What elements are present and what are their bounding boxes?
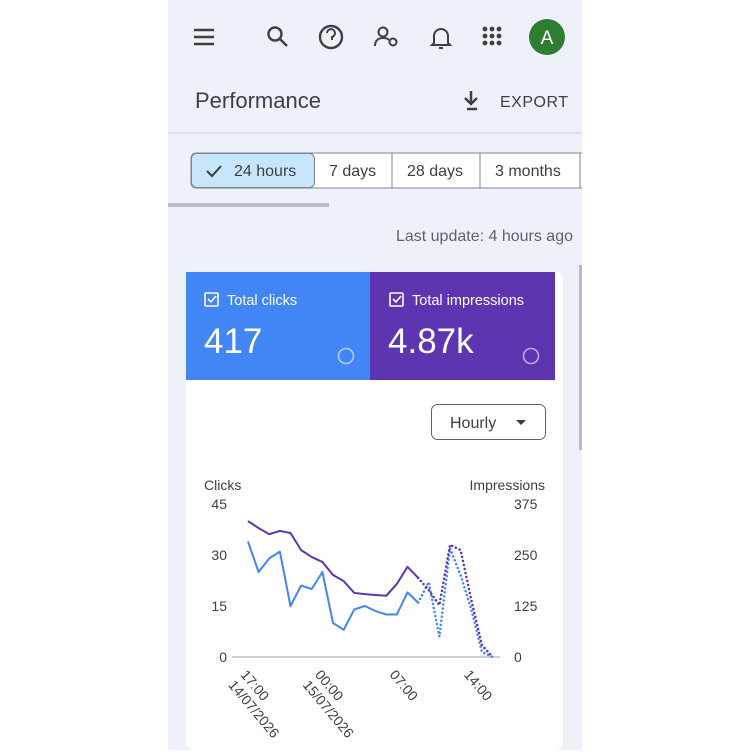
check-icon — [206, 165, 222, 178]
y2-tick-label: 250 — [514, 547, 538, 563]
dropdown-arrow — [516, 420, 526, 425]
menu-icon[interactable] — [194, 28, 214, 46]
card — [186, 272, 563, 750]
toolbar — [194, 24, 453, 50]
tab-selected-bg — [191, 153, 315, 188]
metric-value: 4.87k — [388, 322, 474, 361]
users-icon[interactable] — [374, 26, 398, 47]
tab[interactable]: 28 days — [407, 163, 463, 180]
scrollbar — [579, 265, 582, 450]
tab[interactable]: 24 hours — [234, 163, 296, 180]
help-icon[interactable] — [318, 24, 344, 50]
bell-icon[interactable] — [429, 28, 453, 49]
y2-tick-label: 0 — [514, 649, 522, 665]
y2-tick-label: 375 — [514, 496, 538, 512]
metric-tile[interactable] — [186, 272, 370, 380]
export-button[interactable]: EXPORT — [500, 94, 569, 111]
series-line — [416, 543, 494, 659]
avatar-letter: A — [541, 28, 554, 49]
y-tick-label: 45 — [211, 496, 227, 512]
series-line — [247, 541, 419, 631]
metric-value: 417 — [204, 322, 262, 361]
tab[interactable]: 7 days — [329, 163, 376, 180]
y-tick-label: 30 — [211, 547, 227, 563]
tab[interactable]: 3 months — [495, 163, 561, 180]
scrollbar — [168, 203, 329, 207]
metric-tile[interactable] — [370, 272, 555, 380]
checkbox-icons — [204, 292, 540, 365]
search-icon[interactable] — [267, 26, 288, 47]
dropdown[interactable] — [431, 404, 546, 440]
y-tick-label: 15 — [211, 598, 227, 614]
metric-label: Total impressions — [412, 293, 524, 309]
dropdown-label: Hourly — [450, 415, 496, 432]
apps-icon[interactable] — [482, 26, 502, 46]
series-line — [247, 520, 419, 597]
last-update: Last update: 4 hours ago — [396, 228, 573, 245]
y2-axis-title: Impressions — [470, 477, 545, 493]
avatar[interactable] — [529, 19, 565, 55]
metric-label: Total clicks — [227, 293, 297, 309]
y-axis-title: Clicks — [204, 477, 241, 493]
series-line — [416, 546, 494, 659]
page-title: Performance — [195, 88, 321, 113]
download-icon — [464, 91, 478, 111]
clip — [582, 140, 750, 200]
y-tick-label: 0 — [219, 649, 227, 665]
y2-tick-label: 125 — [514, 598, 538, 614]
